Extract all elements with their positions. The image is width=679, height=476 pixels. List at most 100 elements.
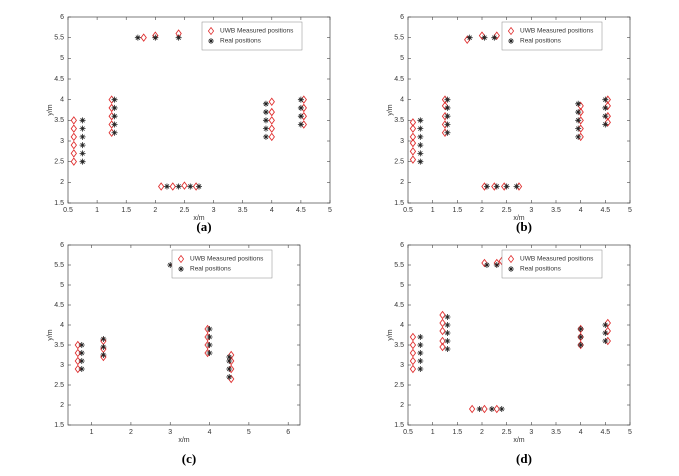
y-tick-label: 4.5 (54, 76, 64, 83)
x-tick-label: 5 (628, 429, 632, 436)
x-tick-label: 2 (153, 207, 157, 214)
point (417, 334, 424, 340)
y-tick-label: 2.5 (54, 159, 64, 166)
point (79, 150, 86, 157)
point (575, 117, 582, 124)
x-tick-label: 2 (129, 429, 133, 436)
point (78, 350, 85, 356)
y-tick-label: 4 (60, 322, 64, 329)
point (602, 322, 609, 328)
point (262, 117, 269, 124)
point (70, 116, 77, 125)
x-tick-label: 4 (579, 207, 583, 214)
legend-marker (208, 38, 214, 44)
point (268, 132, 275, 142)
point (417, 125, 424, 132)
x-tick-label: 0.5 (403, 207, 413, 214)
point (100, 352, 107, 362)
point (602, 330, 609, 336)
point (577, 332, 584, 342)
legend (171, 249, 273, 279)
y-tick-label: 1.5 (394, 200, 404, 207)
point (409, 124, 417, 133)
x-tick-label: 2.5 (502, 207, 512, 214)
point (226, 366, 233, 372)
point (268, 97, 275, 106)
x-tick-label: 3.5 (551, 429, 561, 436)
y-tick-label: 2.5 (394, 159, 404, 166)
legend-marker (207, 26, 215, 36)
point (74, 364, 81, 374)
point (602, 121, 609, 128)
point (74, 356, 81, 366)
y-tick-label: 3 (60, 138, 64, 145)
point (206, 326, 213, 332)
point (409, 340, 417, 350)
y-tick-label: 2 (400, 179, 404, 186)
point (262, 125, 269, 132)
point (70, 157, 77, 166)
y-tick-label: 5 (60, 55, 64, 62)
point (417, 358, 424, 364)
point (444, 113, 451, 120)
point (575, 109, 582, 116)
point (478, 31, 486, 40)
x-tick-label: 5 (247, 429, 251, 436)
point (111, 113, 118, 120)
point (439, 336, 446, 346)
point (444, 104, 451, 111)
legend-label: Real positions (190, 266, 232, 273)
x-tick-label: 4 (579, 429, 583, 436)
x-tick-label: 5 (628, 207, 632, 214)
point (111, 104, 118, 111)
y-tick-label: 6 (400, 242, 404, 249)
point (100, 336, 107, 342)
point (79, 125, 86, 132)
x-tick-label: 3 (212, 207, 216, 214)
point (74, 348, 81, 358)
point (577, 334, 584, 340)
x-tick-label: 0.5 (63, 207, 73, 214)
point (409, 348, 417, 358)
point (409, 332, 417, 342)
legend-label: Real positions (520, 266, 562, 273)
point (498, 406, 505, 412)
point (297, 104, 304, 111)
x-tick-label: 6 (286, 429, 290, 436)
point (79, 142, 86, 149)
point (513, 183, 520, 190)
point (493, 31, 500, 40)
point (187, 183, 194, 190)
legend-marker (507, 254, 515, 264)
y-tick-label: 3 (400, 138, 404, 145)
point (262, 133, 269, 140)
point (74, 340, 81, 350)
point (297, 113, 304, 120)
y-tick-label: 6 (400, 14, 404, 21)
y-tick-label: 5.5 (394, 35, 404, 42)
y-tick-label: 2.5 (394, 382, 404, 389)
y-tick-label: 5 (60, 282, 64, 289)
point (444, 121, 451, 128)
point (488, 406, 495, 412)
y-tick-label: 5.5 (394, 262, 404, 269)
point (602, 338, 609, 344)
caption: (c) (182, 451, 196, 466)
point (163, 183, 170, 190)
legend-label: UWB Measured positions (520, 28, 594, 35)
legend-label: Real positions (520, 38, 562, 45)
point (78, 342, 85, 348)
point (604, 101, 611, 111)
x-tick-label: 5 (328, 207, 332, 214)
point (297, 121, 304, 128)
point (70, 124, 77, 133)
y-tick-label: 4.5 (394, 76, 404, 83)
x-tick-label: 3 (529, 429, 533, 436)
y-tick-label: 2 (60, 402, 64, 409)
point (175, 34, 182, 41)
point (268, 107, 275, 117)
x-tick-label: 1.5 (452, 207, 462, 214)
point (481, 404, 488, 414)
point (409, 147, 417, 156)
